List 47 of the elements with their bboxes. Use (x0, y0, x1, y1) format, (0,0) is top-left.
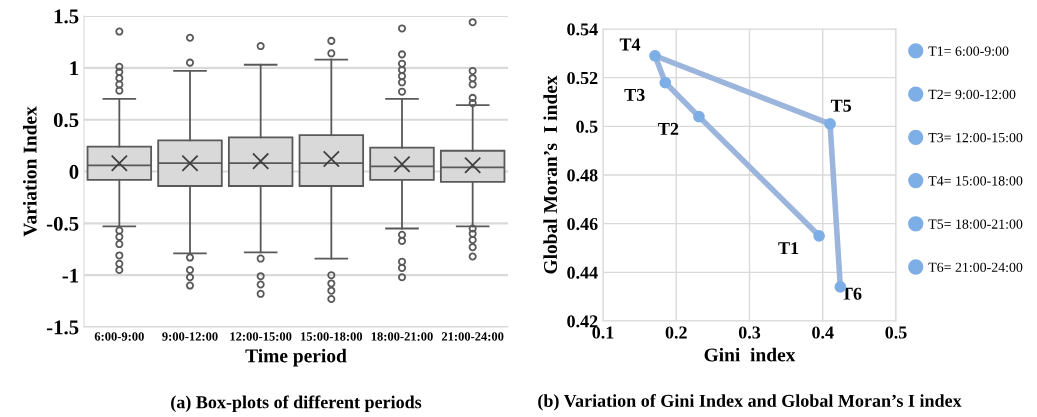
x-tick-label: 0.1 (592, 326, 614, 339)
x-tick-label: 0.3 (738, 326, 761, 339)
y-tick-label: 1 (70, 61, 79, 76)
annotation: T4 (619, 38, 641, 51)
point (649, 49, 661, 62)
x-tick-label: 9:00-12:00 (162, 332, 218, 341)
x-axis-title: Time period (245, 348, 347, 367)
y-tick-label: 1.5 (54, 9, 79, 24)
point (824, 118, 836, 130)
x-tick-label: 0.5 (885, 326, 907, 339)
y-tick-label: 0.5 (53, 113, 79, 128)
x-tick-label: 0.4 (812, 326, 834, 339)
point (659, 76, 672, 89)
x-axis-title: Gini index (704, 347, 796, 362)
y-tick-label: 0.42 (567, 315, 598, 328)
point (693, 110, 705, 123)
legend-label: T1= 6:00-9:00 (928, 46, 1009, 56)
x-tick-label: 15:00-18:00 (301, 332, 363, 341)
x-tick-label: 18:00-21:00 (371, 332, 433, 341)
legend-label: T5= 18:00-21:00 (928, 219, 1023, 229)
x-tick-label: 0.2 (665, 326, 687, 339)
text: (b) Variation of Gini Index and Global Moran’s I index (538, 394, 962, 411)
legend-label: T6= 21:00-24:00 (928, 262, 1023, 273)
legend-label: T4= 15:00-18:00 (928, 176, 1023, 186)
x-tick-label: 12:00-15:00 (230, 332, 292, 341)
y-tick-label: -1 (62, 268, 79, 283)
annotation: T5 (830, 99, 852, 112)
legend-label: T3= 12:00-15:00 (928, 132, 1023, 143)
y-tick-label: 0.44 (567, 266, 598, 279)
text: (a) Box-plots of different periods (171, 395, 422, 412)
annotation: T1 (778, 242, 799, 255)
y-tick-label: 0.5 (576, 120, 598, 133)
y-tick-label: 0.54 (567, 23, 598, 36)
y-tick-label: 0.52 (567, 71, 598, 85)
y-tick-label: 0 (69, 164, 79, 179)
x-tick-label: 6:00-9:00 (94, 332, 144, 341)
annotation: T2 (658, 122, 679, 135)
annotation: T3 (624, 88, 645, 101)
y-tick-label: 0.48 (567, 169, 598, 182)
y-axis-title: Variation Index (22, 106, 37, 237)
y-axis-title: Global Moran’s I index (543, 75, 558, 274)
y-tick-label: 0.46 (567, 217, 598, 231)
x-tick-label: 21:00-24:00 (441, 332, 504, 341)
legend-label: T2= 9:00-12:00 (928, 89, 1016, 100)
y-tick-label: -0.5 (46, 216, 79, 231)
point (813, 229, 825, 242)
y-tick-label: -1.5 (46, 320, 79, 335)
